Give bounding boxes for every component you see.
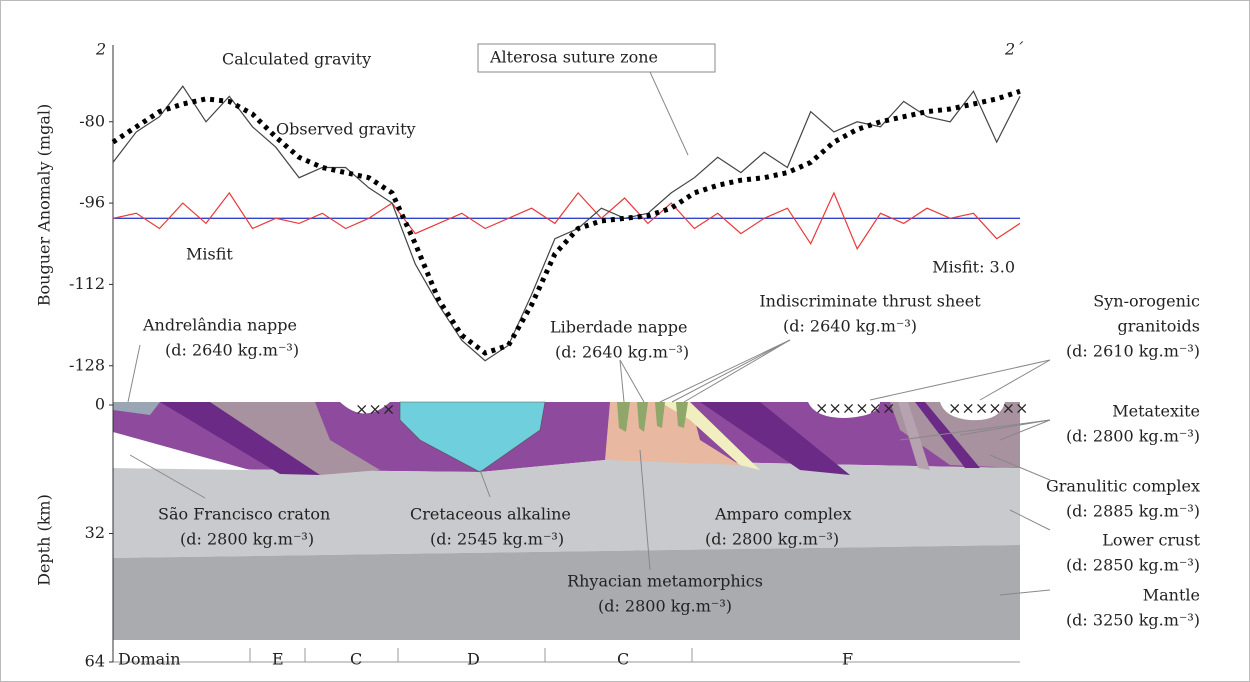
- svg-text:××××××: ××××××: [948, 399, 1028, 418]
- unit-label: (d: 2640 kg.m⁻³): [555, 343, 689, 362]
- domain-label: D: [467, 650, 480, 669]
- unit-label: Andrelândia nappe: [142, 316, 297, 335]
- unit-label: Rhyacian metamorphics: [567, 572, 763, 591]
- unit-label: Granulitic complex: [1046, 477, 1200, 496]
- domain-label: C: [617, 650, 629, 669]
- unit-label: São Francisco craton: [158, 505, 330, 524]
- domain-label: F: [842, 650, 853, 669]
- unit-label: Lower crust: [1102, 531, 1200, 550]
- unit-label: (d: 2850 kg.m⁻³): [1066, 556, 1200, 575]
- y-tick-label: -80: [79, 111, 105, 130]
- svg-text:××××××: ××××××: [815, 399, 895, 418]
- domain-label: E: [272, 650, 284, 669]
- unit-label: Syn-orogenic: [1093, 292, 1200, 311]
- series-label: Misfit: [186, 245, 233, 264]
- unit-label: (d: 3250 kg.m⁻³): [1066, 611, 1200, 630]
- series-label: Observed gravity: [276, 120, 416, 139]
- unit-label: (d: 2800 kg.m⁻³): [180, 530, 314, 549]
- y-tick-label: 64: [85, 652, 105, 671]
- unit-label: Amparo complex: [714, 505, 852, 524]
- unit-label: Cretaceous alkaline: [410, 505, 571, 524]
- unit-label: (d: 2545 kg.m⁻³): [430, 530, 564, 549]
- unit-label: (d: 2640 kg.m⁻³): [165, 341, 299, 360]
- svg-text:×××: ×××: [355, 400, 395, 419]
- domain-label: C: [350, 650, 362, 669]
- unit-label: (d: 2800 kg.m⁻³): [705, 530, 839, 549]
- y-tick-label: -96: [79, 193, 105, 212]
- unit-label: Indiscriminate thrust sheet: [759, 292, 981, 311]
- y-tick-label: 32: [85, 523, 105, 542]
- unit-label: (d: 2640 kg.m⁻³): [783, 317, 917, 336]
- domain-title: Domain: [118, 650, 181, 669]
- unit-label: (d: 2610 kg.m⁻³): [1066, 342, 1200, 361]
- y-tick-label: 0: [95, 395, 105, 414]
- unit-label: (d: 2885 kg.m⁻³): [1066, 502, 1200, 521]
- series-label: Calculated gravity: [222, 50, 371, 69]
- unit-label: granitoids: [1118, 317, 1200, 336]
- unit-label: (d: 2800 kg.m⁻³): [1066, 427, 1200, 446]
- unit-label: Mantle: [1143, 586, 1200, 605]
- unit-label: Metatexite: [1112, 402, 1200, 421]
- y-axis-label: Depth (km): [35, 494, 54, 586]
- profile-end: 2´: [1004, 40, 1024, 59]
- y-axis-label: Bouguer Anomaly (mgal): [35, 104, 54, 306]
- y-tick-label: -128: [69, 355, 105, 374]
- annotation: Alterosa suture zone: [489, 48, 658, 67]
- unit-label: (d: 2800 kg.m⁻³): [598, 597, 732, 616]
- profile-start: 2: [95, 40, 106, 59]
- misfit-note: Misfit: 3.0: [932, 258, 1015, 277]
- unit-label: Liberdade nappe: [550, 318, 687, 337]
- y-tick-label: -112: [69, 274, 105, 293]
- figure: ××××××××××××××× Alterosa suture zone 2 2…: [0, 0, 1250, 682]
